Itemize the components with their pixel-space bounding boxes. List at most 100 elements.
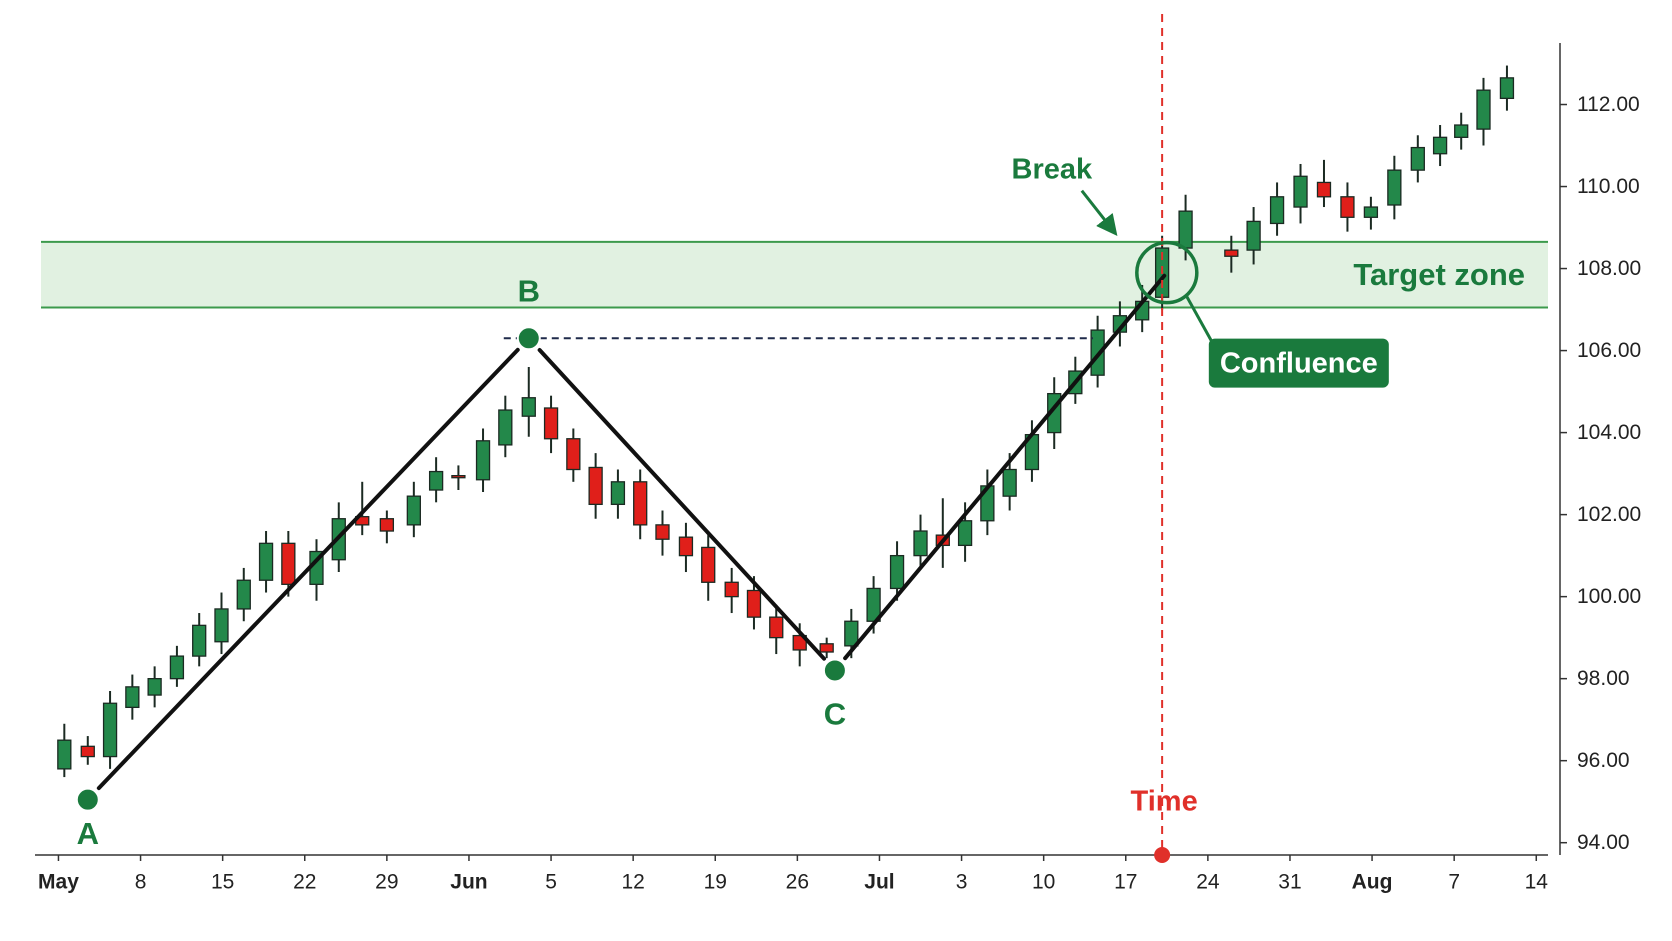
pattern-leg (96, 347, 520, 791)
confluence-box (1208, 338, 1389, 388)
candle-body (451, 475, 466, 479)
time-marker (1154, 847, 1171, 863)
candle-body (521, 397, 536, 417)
candle-body (147, 678, 162, 696)
candle-body (1269, 196, 1285, 225)
confluence-circle (1135, 240, 1199, 305)
y-tick-label: 112.00 (1577, 93, 1640, 116)
x-tick-label: Aug (1352, 871, 1393, 894)
pivot-label: C (824, 697, 846, 732)
x-tick-label: 5 (545, 871, 557, 894)
candle-body (80, 745, 95, 758)
x-tick-label: 19 (704, 871, 727, 894)
y-tick-label: 96.00 (1577, 749, 1630, 772)
y-tick-label: 102.00 (1577, 503, 1641, 526)
y-tick-label: 108.00 (1577, 257, 1641, 280)
candle-body (844, 620, 859, 647)
candle-body (1316, 181, 1332, 198)
target-zone-label: Target zone (1353, 257, 1525, 292)
candle-body (498, 409, 513, 446)
candle-body (1499, 77, 1515, 100)
candle-body (1454, 124, 1469, 138)
candle-body (214, 608, 229, 643)
x-tick-label: 24 (1196, 871, 1220, 894)
candle-body (588, 466, 603, 506)
candle-body (1246, 220, 1261, 251)
pivot-point (822, 658, 847, 683)
y-tick-label: 98.00 (1577, 667, 1630, 690)
y-tick-label: 110.00 (1577, 175, 1640, 198)
break-label: Break (1012, 153, 1093, 185)
candle-body (913, 530, 928, 557)
y-tick-label: 100.00 (1577, 585, 1641, 608)
candle-body (655, 524, 670, 540)
candle-body (543, 407, 559, 440)
target-zone (41, 241, 1548, 308)
pivot-label: A (77, 816, 99, 851)
y-tick-label: 104.00 (1577, 421, 1641, 444)
x-tick-label: 8 (135, 871, 147, 894)
candle-body (1410, 146, 1425, 171)
candle-body (678, 536, 694, 557)
candle-body (633, 481, 648, 526)
x-tick-label: Jul (864, 871, 894, 894)
candle-body (889, 554, 905, 590)
x-tick-label: 31 (1278, 871, 1301, 894)
candle-body (701, 546, 716, 583)
candle-body (1178, 210, 1193, 249)
candle-body (281, 542, 296, 585)
candle-body (125, 686, 140, 709)
pivot-point (516, 326, 541, 351)
candle-body (1476, 89, 1491, 130)
x-tick-label: 26 (786, 871, 809, 894)
candle-body (428, 470, 444, 491)
x-tick-label: May (38, 871, 79, 894)
x-tick-label: Jun (450, 871, 487, 894)
candle-body (192, 624, 207, 657)
x-tick-label: 29 (375, 871, 398, 894)
candle-body (258, 542, 274, 581)
candle-body (236, 579, 251, 610)
candle-body (1363, 206, 1379, 218)
candle-body (769, 616, 784, 639)
pattern-leg (537, 348, 827, 661)
break-arrow (1080, 189, 1118, 236)
y-tick-label: 94.00 (1577, 831, 1630, 854)
candle-body (957, 520, 973, 547)
candle-body (1432, 136, 1448, 155)
candle-body (102, 702, 118, 758)
confluence-label: Confluence (1220, 347, 1378, 379)
candle-body (1293, 175, 1308, 208)
candle-body (566, 438, 581, 471)
pivot-label: B (518, 273, 540, 308)
candle-body (379, 518, 395, 532)
x-tick-label: 14 (1525, 871, 1549, 894)
pattern-leg (843, 273, 1167, 661)
x-tick-label: 12 (621, 871, 644, 894)
candle-body (406, 495, 421, 526)
candle-body (57, 739, 72, 770)
candle-body (819, 643, 834, 653)
x-tick-label: 22 (293, 871, 316, 894)
candle-body (610, 481, 626, 506)
x-tick-label: 10 (1032, 871, 1055, 894)
candle-body (746, 589, 762, 618)
time-label: Time (1131, 786, 1198, 818)
x-tick-label: 3 (956, 871, 968, 894)
x-tick-label: 15 (211, 871, 234, 894)
candle-body (792, 634, 807, 651)
candle-body (475, 440, 491, 481)
candle-body (1224, 249, 1239, 257)
candle-body (1002, 468, 1017, 497)
candle-body (724, 581, 739, 598)
x-tick-label: 17 (1114, 871, 1137, 894)
candle-body (169, 655, 185, 680)
candle-body (1340, 196, 1355, 218)
candle-body (1387, 169, 1402, 206)
x-tick-label: 7 (1448, 871, 1460, 894)
pivot-point (75, 787, 100, 812)
y-tick-label: 106.00 (1577, 339, 1641, 362)
